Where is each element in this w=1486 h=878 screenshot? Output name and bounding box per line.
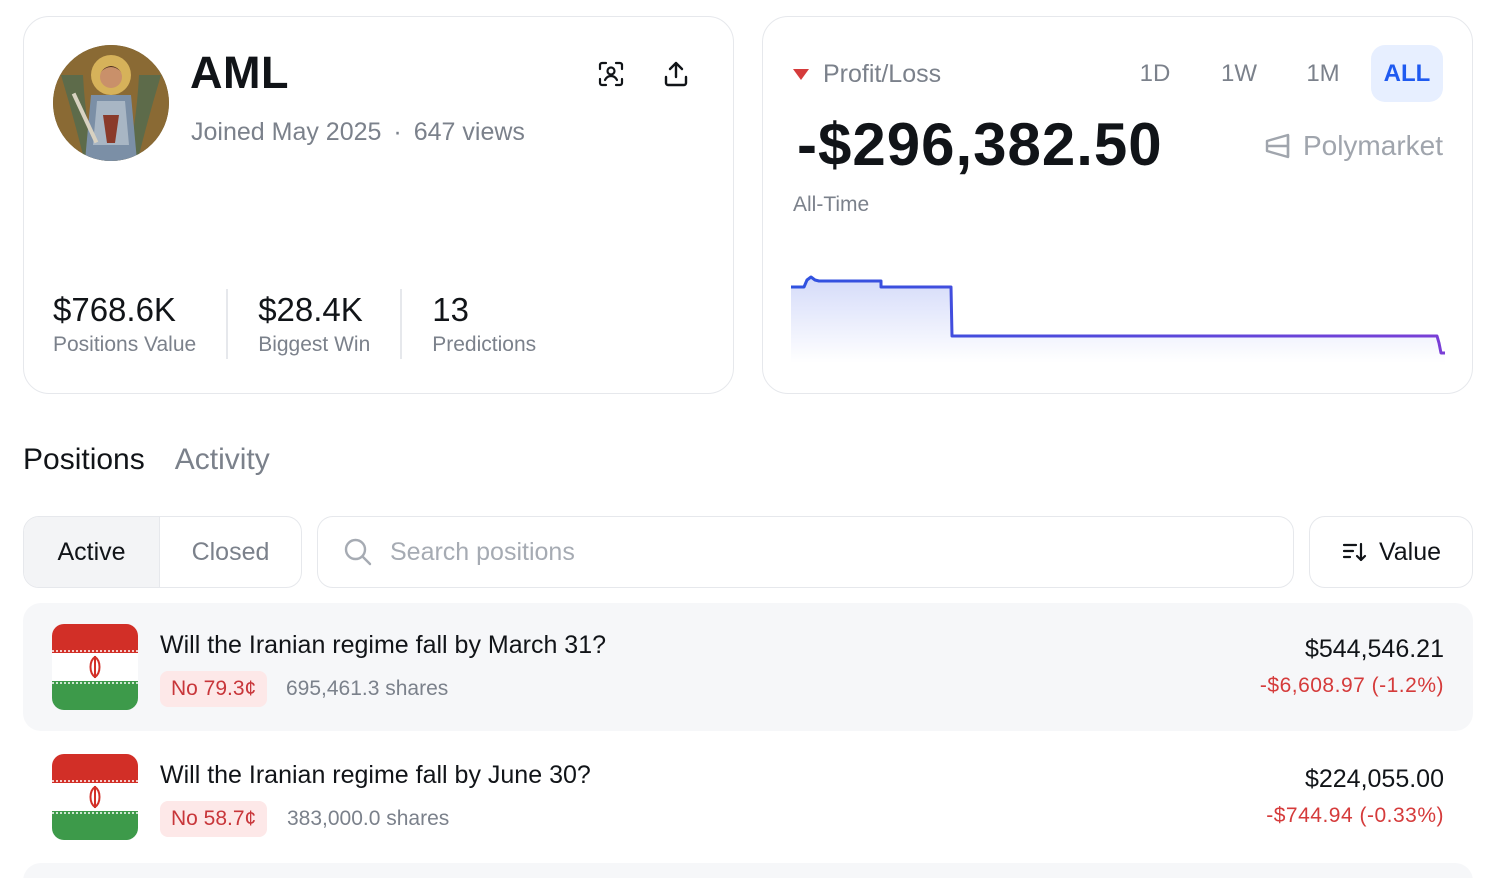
polymarket-logo-icon [1265, 133, 1290, 159]
pnl-card: Profit/Loss 1D 1W 1M ALL -$296,382.50 Po… [762, 16, 1473, 394]
market-thumbnail [52, 624, 138, 710]
sort-icon [1342, 542, 1367, 562]
range-1m-button[interactable]: 1M [1306, 59, 1340, 87]
market-thumbnail [52, 754, 138, 840]
share-count: 695,461.3 shares [286, 677, 449, 700]
pnl-period: All-Time [793, 193, 870, 216]
pnl-header: Profit/Loss [793, 60, 941, 89]
avatar[interactable] [53, 45, 169, 161]
stat-value: 13 [432, 291, 469, 328]
sort-button[interactable]: Value [1309, 516, 1473, 588]
joined-date: Joined May 2025 [191, 118, 382, 146]
qr-scan-button[interactable] [594, 57, 628, 91]
username: AML [190, 47, 289, 98]
view-count: 647 views [413, 118, 525, 146]
iran-flag-icon [52, 754, 138, 840]
pnl-chart[interactable] [791, 253, 1445, 363]
filter-active-button[interactable]: Active [24, 517, 160, 587]
outcome-badge: No 58.7¢ [160, 801, 268, 837]
stat-value: $28.4K [258, 291, 363, 328]
profile-card: AML Joined May 2025 · 647 views $768.6K Po… [23, 16, 734, 394]
tab-positions[interactable]: Positions [23, 443, 145, 476]
position-row[interactable]: Will the Iranian regime fall by June 30?… [23, 733, 1473, 861]
stat-biggest-win: $28.4K Biggest Win [226, 289, 400, 359]
search-input[interactable] [390, 537, 1190, 567]
range-1d-button[interactable]: 1D [1139, 59, 1171, 87]
stat-positions-value: $768.6K Positions Value [53, 289, 226, 359]
polymarket-brand: Polymarket [1263, 130, 1443, 162]
position-value: $224,055.00 [1304, 765, 1444, 793]
share-upload-icon [664, 61, 688, 87]
position-row[interactable]: Will the Iranian regime fall by March 31… [23, 603, 1473, 731]
pnl-chart-line [791, 275, 1445, 355]
range-selector: 1D 1W 1M ALL [1119, 45, 1443, 102]
avatar-image [53, 45, 169, 161]
pnl-label: Profit/Loss [823, 60, 942, 88]
profile-stats: $768.6K Positions Value $28.4K Biggest W… [53, 289, 566, 359]
market-title[interactable]: Will the Iranian regime fall by March 31… [160, 631, 607, 659]
position-change: -$744.94 (-0.33%) [1266, 804, 1444, 827]
range-1w-button[interactable]: 1W [1221, 59, 1257, 87]
stat-value: $768.6K [53, 291, 176, 328]
main-tabs: Positions Activity [23, 443, 270, 477]
stat-label: Predictions [432, 333, 537, 356]
stat-label: Positions Value [53, 333, 197, 356]
sort-label: Value [1378, 537, 1442, 566]
market-title[interactable]: Will the Iranian regime fall by June 30? [160, 761, 591, 789]
position-value: $544,546.21 [1304, 635, 1444, 663]
pnl-value: -$296,382.50 [797, 111, 1163, 178]
pnl-chart-area [791, 277, 1445, 363]
brand-name: Polymarket [1302, 130, 1443, 161]
qr-scan-icon [598, 61, 624, 87]
range-all-button[interactable]: ALL [1371, 45, 1443, 102]
position-change: -$6,608.97 (-1.2%) [1259, 674, 1444, 697]
stat-label: Biggest Win [258, 333, 371, 356]
outcome-badge: No 79.3¢ [160, 671, 268, 707]
iran-flag-icon [52, 624, 138, 710]
share-button[interactable] [659, 57, 693, 91]
search-icon [344, 538, 372, 566]
filter-closed-button[interactable]: Closed [191, 537, 270, 566]
tab-activity[interactable]: Activity [174, 443, 270, 476]
share-count: 383,000.0 shares [287, 807, 450, 830]
stat-predictions: 13 Predictions [400, 289, 566, 359]
profile-meta: Joined May 2025 · 647 views [191, 118, 525, 147]
status-filter: Active Closed [23, 516, 302, 588]
search-box [317, 516, 1294, 588]
meta-separator: · [393, 118, 402, 146]
position-row[interactable] [23, 863, 1473, 878]
loss-triangle-icon [793, 69, 809, 80]
